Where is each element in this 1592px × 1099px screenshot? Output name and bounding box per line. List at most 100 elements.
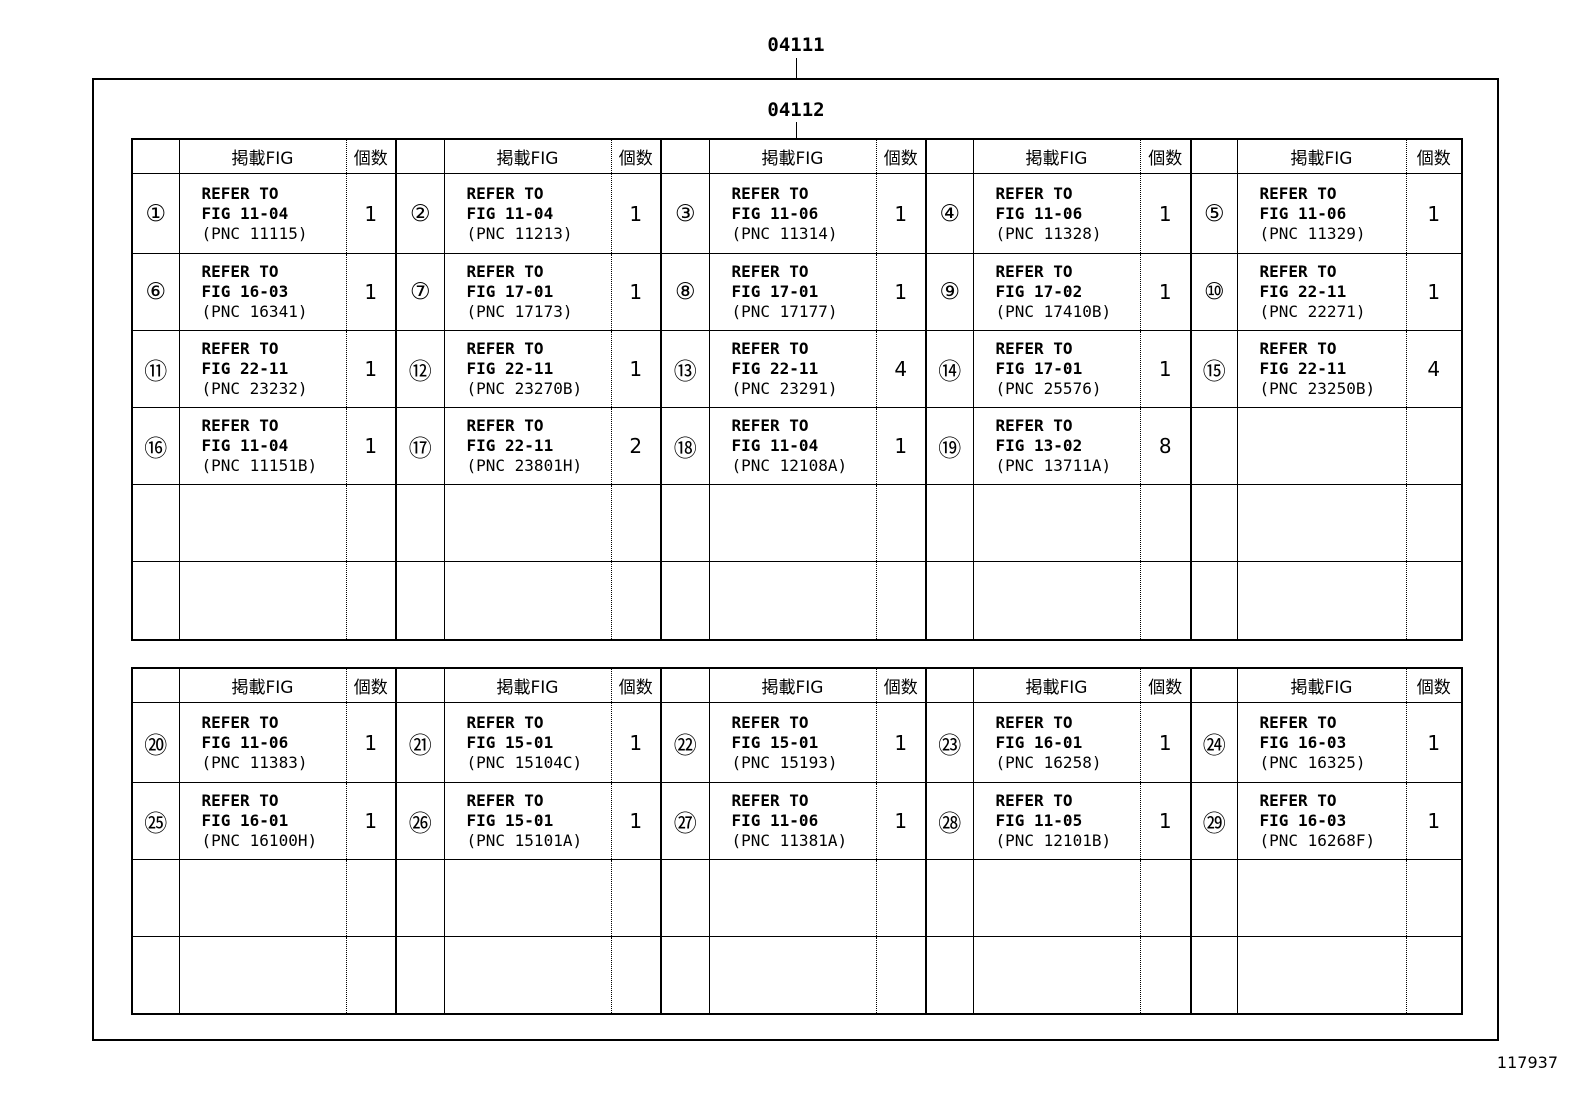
refer-to-text: REFER TO	[995, 712, 1073, 732]
header-ref-no	[925, 138, 974, 174]
header-qty: 個数	[610, 667, 662, 703]
ref-number	[395, 484, 445, 562]
fig-reference	[178, 561, 347, 641]
header-qty: 個数	[1405, 667, 1463, 703]
fig-number: FIG 11-06	[1259, 203, 1347, 223]
fig-number: FIG 11-06	[995, 203, 1083, 223]
quantity: 1	[1405, 253, 1463, 331]
fig-number: FIG 11-06	[201, 732, 289, 752]
quantity	[1139, 936, 1192, 1015]
ref-number	[131, 561, 180, 641]
fig-reference: REFER TO FIG 13-02 (PNC 13711A)	[972, 407, 1141, 485]
header-ref-no	[1190, 667, 1238, 703]
pnc-code: (PNC 11115)	[201, 223, 308, 243]
ref-number: ㉕	[131, 782, 180, 860]
ref-number: ⑲	[925, 407, 974, 485]
quantity	[610, 859, 662, 937]
fig-reference	[972, 484, 1141, 562]
fig-reference	[708, 484, 877, 562]
header-qty: 個数	[1139, 138, 1192, 174]
quantity	[1405, 484, 1463, 562]
inner-assembly-label: 04112	[767, 99, 825, 121]
table-row	[131, 936, 1463, 1015]
quantity: 1	[875, 702, 927, 783]
header-ref-no	[1190, 138, 1238, 174]
header-qty: 個数	[610, 138, 662, 174]
table-row	[131, 484, 1463, 562]
header-row: 掲載FIG 個数 掲載FIG 個数 掲載FIG 個数 掲載FIG 個数 掲載FIG 個数	[131, 667, 1463, 703]
refer-to-text: REFER TO	[995, 262, 1073, 281]
pnc-code: (PNC 17173)	[466, 302, 573, 321]
fig-number: FIG 11-04	[466, 203, 554, 223]
fig-reference	[972, 936, 1141, 1015]
refer-to-text: REFER TO	[995, 791, 1073, 810]
fig-number: FIG 16-03	[1259, 732, 1347, 752]
header-fig: 掲載FIG	[178, 138, 347, 174]
fig-reference	[443, 484, 612, 562]
refer-to-text: REFER TO	[466, 791, 544, 810]
pnc-code: (PNC 11151B)	[201, 456, 318, 475]
refer-to-text: REFER TO	[1259, 791, 1337, 810]
fig-number: FIG 11-06	[731, 811, 819, 830]
refer-to-text: REFER TO	[1259, 712, 1337, 732]
ref-number	[925, 484, 974, 562]
quantity: 1	[610, 253, 662, 331]
table-row	[131, 859, 1463, 937]
fig-reference: REFER TO FIG 15-01 (PNC 15104C)	[443, 702, 612, 783]
refer-to-text: REFER TO	[995, 416, 1073, 435]
fig-reference: REFER TO FIG 11-04 (PNC 11213)	[443, 173, 612, 254]
quantity: 1	[1139, 330, 1192, 408]
quantity	[610, 561, 662, 641]
fig-reference	[972, 561, 1141, 641]
fig-reference: REFER TO FIG 17-01 (PNC 17173)	[443, 253, 612, 331]
fig-reference	[178, 484, 347, 562]
fig-reference: REFER TO FIG 17-02 (PNC 17410B)	[972, 253, 1141, 331]
fig-reference: REFER TO FIG 22-11 (PNC 23250B)	[1236, 330, 1407, 408]
quantity: 4	[1405, 330, 1463, 408]
refer-to-text: REFER TO	[1259, 183, 1337, 203]
pnc-code: (PNC 16100H)	[201, 831, 318, 850]
table-row: ⑥ REFER TO FIG 16-03 (PNC 16341) 1 ⑦ REFER TO F…	[131, 253, 1463, 331]
fig-number: FIG 11-06	[731, 203, 819, 223]
fig-reference	[1236, 936, 1407, 1015]
header-fig: 掲載FIG	[178, 667, 347, 703]
fig-reference: REFER TO FIG 11-06 (PNC 11328)	[972, 173, 1141, 254]
refer-to-text: REFER TO	[1259, 262, 1337, 281]
quantity	[875, 859, 927, 937]
refer-to-text: REFER TO	[201, 183, 279, 203]
ref-number	[1190, 561, 1238, 641]
outer-leader-line	[796, 58, 797, 78]
pnc-code: (PNC 23801H)	[466, 456, 583, 475]
quantity	[875, 936, 927, 1015]
refer-to-text: REFER TO	[731, 416, 809, 435]
header-ref-no	[131, 138, 180, 174]
quantity: 1	[875, 253, 927, 331]
header-ref-no	[660, 138, 710, 174]
pnc-code: (PNC 23270B)	[466, 379, 583, 398]
fig-number: FIG 11-04	[201, 203, 289, 223]
fig-number: FIG 13-02	[995, 436, 1083, 455]
fig-reference: REFER TO FIG 16-03 (PNC 16268F)	[1236, 782, 1407, 860]
quantity: 4	[875, 330, 927, 408]
quantity: 1	[875, 782, 927, 860]
quantity: 1	[610, 173, 662, 254]
fig-reference	[443, 936, 612, 1015]
ref-number: ⑯	[131, 407, 180, 485]
quantity	[1405, 936, 1463, 1015]
ref-number: ㉘	[925, 782, 974, 860]
fig-reference: REFER TO FIG 11-04 (PNC 11151B)	[178, 407, 347, 485]
header-fig: 掲載FIG	[708, 667, 877, 703]
fig-number: FIG 16-01	[201, 811, 289, 830]
header-ref-no	[131, 667, 180, 703]
pnc-code: (PNC 12101B)	[995, 831, 1112, 850]
fig-number: FIG 16-03	[1259, 811, 1347, 830]
fig-number: FIG 11-04	[731, 436, 819, 455]
pnc-code: (PNC 13711A)	[995, 456, 1112, 475]
fig-reference	[1236, 407, 1407, 485]
quantity	[1405, 859, 1463, 937]
fig-reference	[1236, 859, 1407, 937]
ref-number	[131, 859, 180, 937]
quantity: 1	[345, 702, 397, 783]
header-fig: 掲載FIG	[1236, 667, 1407, 703]
ref-number: ④	[925, 173, 974, 254]
